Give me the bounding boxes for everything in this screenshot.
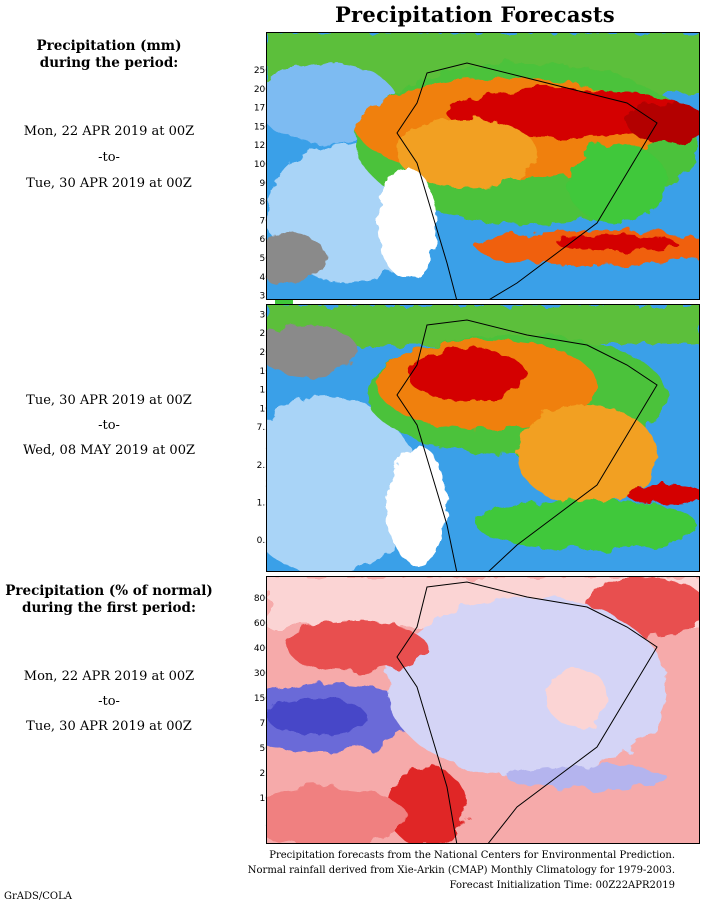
panel1-heading-line1: Precipitation (mm) xyxy=(36,38,182,54)
colorbar-tick-label: 10 xyxy=(260,404,272,414)
colorbar-tick-label: 25 xyxy=(260,329,271,339)
colorbar-tick-label: 400 xyxy=(254,644,271,654)
colorbar-tick-label: 600 xyxy=(254,619,271,629)
colorbar-tick-label: 0.5 xyxy=(257,536,271,546)
panel2-end: Wed, 08 MAY 2019 at 00Z xyxy=(22,443,196,458)
colorbar-tick-label: 40 xyxy=(260,273,272,283)
panel1-start: Mon, 22 APR 2019 at 00Z xyxy=(23,124,195,139)
panel2-start: Tue, 30 APR 2019 at 00Z xyxy=(26,393,192,408)
colorbar-tick-label: 300 xyxy=(254,669,271,679)
map-precip-period1-graphic xyxy=(267,33,699,299)
continent-outline xyxy=(396,62,658,299)
page-title: Precipitation Forecasts xyxy=(334,2,616,27)
colorbar-tick-label: 70 xyxy=(260,216,272,226)
panel3-sep: -to- xyxy=(98,694,120,709)
credit-line1: Precipitation forecasts from the Nationa… xyxy=(269,850,675,861)
colorbar-tick-label: 20 xyxy=(260,348,272,358)
colorbar-tick-label: 200 xyxy=(254,85,271,95)
colorbar-tick-label: 2.5 xyxy=(257,461,271,471)
panel3-end: Tue, 30 APR 2019 at 00Z xyxy=(26,719,192,734)
panel1-heading-line2: during the period: xyxy=(39,55,179,71)
continent-outline xyxy=(396,319,658,571)
panel3-heading-line1: Precipitation (% of normal) xyxy=(5,583,213,599)
map-precip-period2 xyxy=(266,304,700,572)
colorbar-tick-label: 150 xyxy=(254,122,271,132)
panel2-sep: -to- xyxy=(98,418,120,433)
colorbar-tick-label: 250 xyxy=(254,66,271,76)
footer-grads: GrADS/COLA xyxy=(4,891,72,902)
colorbar-tick-label: 1.5 xyxy=(257,498,271,508)
colorbar-tick-label: 50 xyxy=(260,254,272,264)
colorbar-tick-label: 13 xyxy=(260,386,271,396)
panel1-sep: -to- xyxy=(98,150,120,165)
credit-line3: Forecast Initialization Time: 00Z22APR20… xyxy=(449,880,675,891)
colorbar-tick-label: 30 xyxy=(260,310,272,320)
colorbar-tick-label: 800 xyxy=(254,594,271,604)
colorbar-tick-label: 60 xyxy=(260,235,272,245)
colorbar-tick-label: 7.5 xyxy=(257,423,271,433)
panel3-heading: Precipitation (% of normal) during the f… xyxy=(0,583,218,617)
colorbar-tick-label: 25 xyxy=(260,769,271,779)
credit-line2: Normal rainfall derived from Xie-Arkin (… xyxy=(247,865,675,876)
map-precip-pct-normal-graphic xyxy=(267,577,699,843)
colorbar-tick-label: 125 xyxy=(254,141,271,151)
colorbar-tick-label: 90 xyxy=(260,179,272,189)
colorbar-tick-label: 35 xyxy=(260,292,271,302)
colorbar-tick-label: 75 xyxy=(260,719,271,729)
continent-outline xyxy=(396,581,658,843)
panel1-end: Tue, 30 APR 2019 at 00Z xyxy=(26,176,192,191)
colorbar-tick-label: 150 xyxy=(254,694,271,704)
map-precip-pct-normal xyxy=(266,576,700,844)
colorbar-tick-label: 10 xyxy=(260,794,272,804)
colorbar-tick-label: 175 xyxy=(254,104,271,114)
colorbar-tick-label: 16 xyxy=(260,367,272,377)
panel1-heading: Precipitation (mm) during the period: xyxy=(0,38,218,72)
panel3-heading-line2: during the first period: xyxy=(22,600,196,616)
colorbar-tick-label: 100 xyxy=(254,160,271,170)
colorbar-tick-label: 80 xyxy=(260,198,272,208)
map-precip-period1 xyxy=(266,32,700,300)
map-precip-period2-graphic xyxy=(267,305,699,571)
panel3-start: Mon, 22 APR 2019 at 00Z xyxy=(23,669,195,684)
colorbar-tick-label: 50 xyxy=(260,744,272,754)
